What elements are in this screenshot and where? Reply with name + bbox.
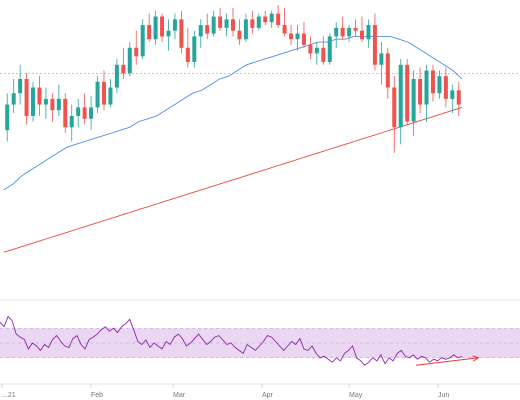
- candle-body: [334, 27, 339, 37]
- candle-body: [405, 64, 410, 122]
- candle-body: [134, 47, 139, 57]
- candle-body: [424, 70, 429, 105]
- candle-body: [256, 16, 261, 28]
- candle-body: [24, 79, 29, 116]
- candle-body: [327, 36, 332, 62]
- candle-body: [127, 47, 132, 74]
- candle-body: [392, 87, 397, 128]
- candle-body: [166, 30, 171, 37]
- candle-body: [269, 13, 274, 23]
- x-tick-label: Mar: [173, 392, 186, 399]
- candle-body: [243, 19, 248, 40]
- candle-body: [263, 16, 268, 23]
- candle-body: [153, 16, 158, 40]
- candle-body: [237, 30, 242, 40]
- candle-body: [95, 81, 100, 108]
- candle-body: [18, 79, 23, 94]
- divergence-arrow-line: [415, 357, 479, 366]
- candle-body: [218, 16, 223, 28]
- x-tick-label: Feb: [91, 392, 103, 399]
- candle-body: [76, 107, 81, 116]
- candle-body: [379, 53, 384, 65]
- candle-body: [63, 98, 68, 128]
- candle-body: [50, 98, 55, 111]
- candle-body: [147, 25, 152, 40]
- candle-body: [43, 98, 48, 105]
- candle-body: [398, 64, 403, 128]
- rsi-pane: [0, 315, 520, 366]
- candle-body: [37, 87, 42, 105]
- candle-body: [372, 25, 377, 65]
- candle-body: [121, 64, 126, 74]
- divergence-arrow-head: [472, 355, 480, 362]
- candle-body: [250, 19, 255, 28]
- candle-body: [224, 19, 229, 28]
- candle-body: [437, 76, 442, 94]
- candle-body: [308, 44, 313, 54]
- candle-body: [108, 87, 113, 105]
- candle-body: [385, 53, 390, 88]
- candle-body: [160, 16, 165, 37]
- candle-body: [289, 33, 294, 40]
- candle-body: [101, 81, 106, 105]
- candle-body: [205, 25, 210, 34]
- candle-body: [282, 25, 287, 34]
- x-axis: ...21 Feb Mar Apr May Jun: [0, 383, 520, 399]
- candle-body: [295, 33, 300, 40]
- x-tick-label: Jun: [438, 392, 449, 399]
- candle-body: [56, 98, 61, 111]
- candle-body: [231, 19, 235, 31]
- x-tick-label: ...21: [2, 392, 16, 399]
- candle-body: [211, 16, 216, 34]
- ma50-line: [3, 35, 463, 191]
- candle-body: [301, 33, 306, 45]
- candle-body: [340, 27, 345, 37]
- candle-body: [347, 27, 352, 37]
- candle-body: [443, 76, 448, 99]
- ma200-line: [3, 106, 463, 253]
- candle-body: [5, 104, 10, 131]
- candle-body: [11, 93, 16, 105]
- candle-body: [321, 47, 326, 62]
- candle-body: [82, 107, 87, 119]
- candle-body: [276, 13, 281, 26]
- candle-body: [430, 70, 435, 94]
- x-tick-label: Apr: [262, 392, 274, 399]
- candle-body: [89, 107, 94, 119]
- candle-body: [114, 64, 119, 88]
- candle-body: [192, 36, 197, 62]
- candle-body: [31, 87, 36, 116]
- candle-body: [198, 25, 203, 37]
- rsi-line: [0, 315, 463, 366]
- candle-body: [140, 25, 145, 57]
- candle-body: [411, 79, 416, 122]
- candle-body: [172, 19, 177, 31]
- price-pane: [0, 5, 520, 253]
- x-tick-label: May: [349, 392, 363, 399]
- candle-body: [353, 27, 358, 31]
- candle-body: [69, 115, 74, 128]
- candle-body: [418, 79, 423, 105]
- candle-body: [179, 19, 184, 48]
- candle-body: [185, 47, 190, 62]
- candle-body: [366, 25, 371, 40]
- candle-body: [456, 90, 461, 105]
- candle-body: [450, 90, 455, 99]
- candle-body: [360, 30, 365, 40]
- candle-body: [314, 47, 319, 54]
